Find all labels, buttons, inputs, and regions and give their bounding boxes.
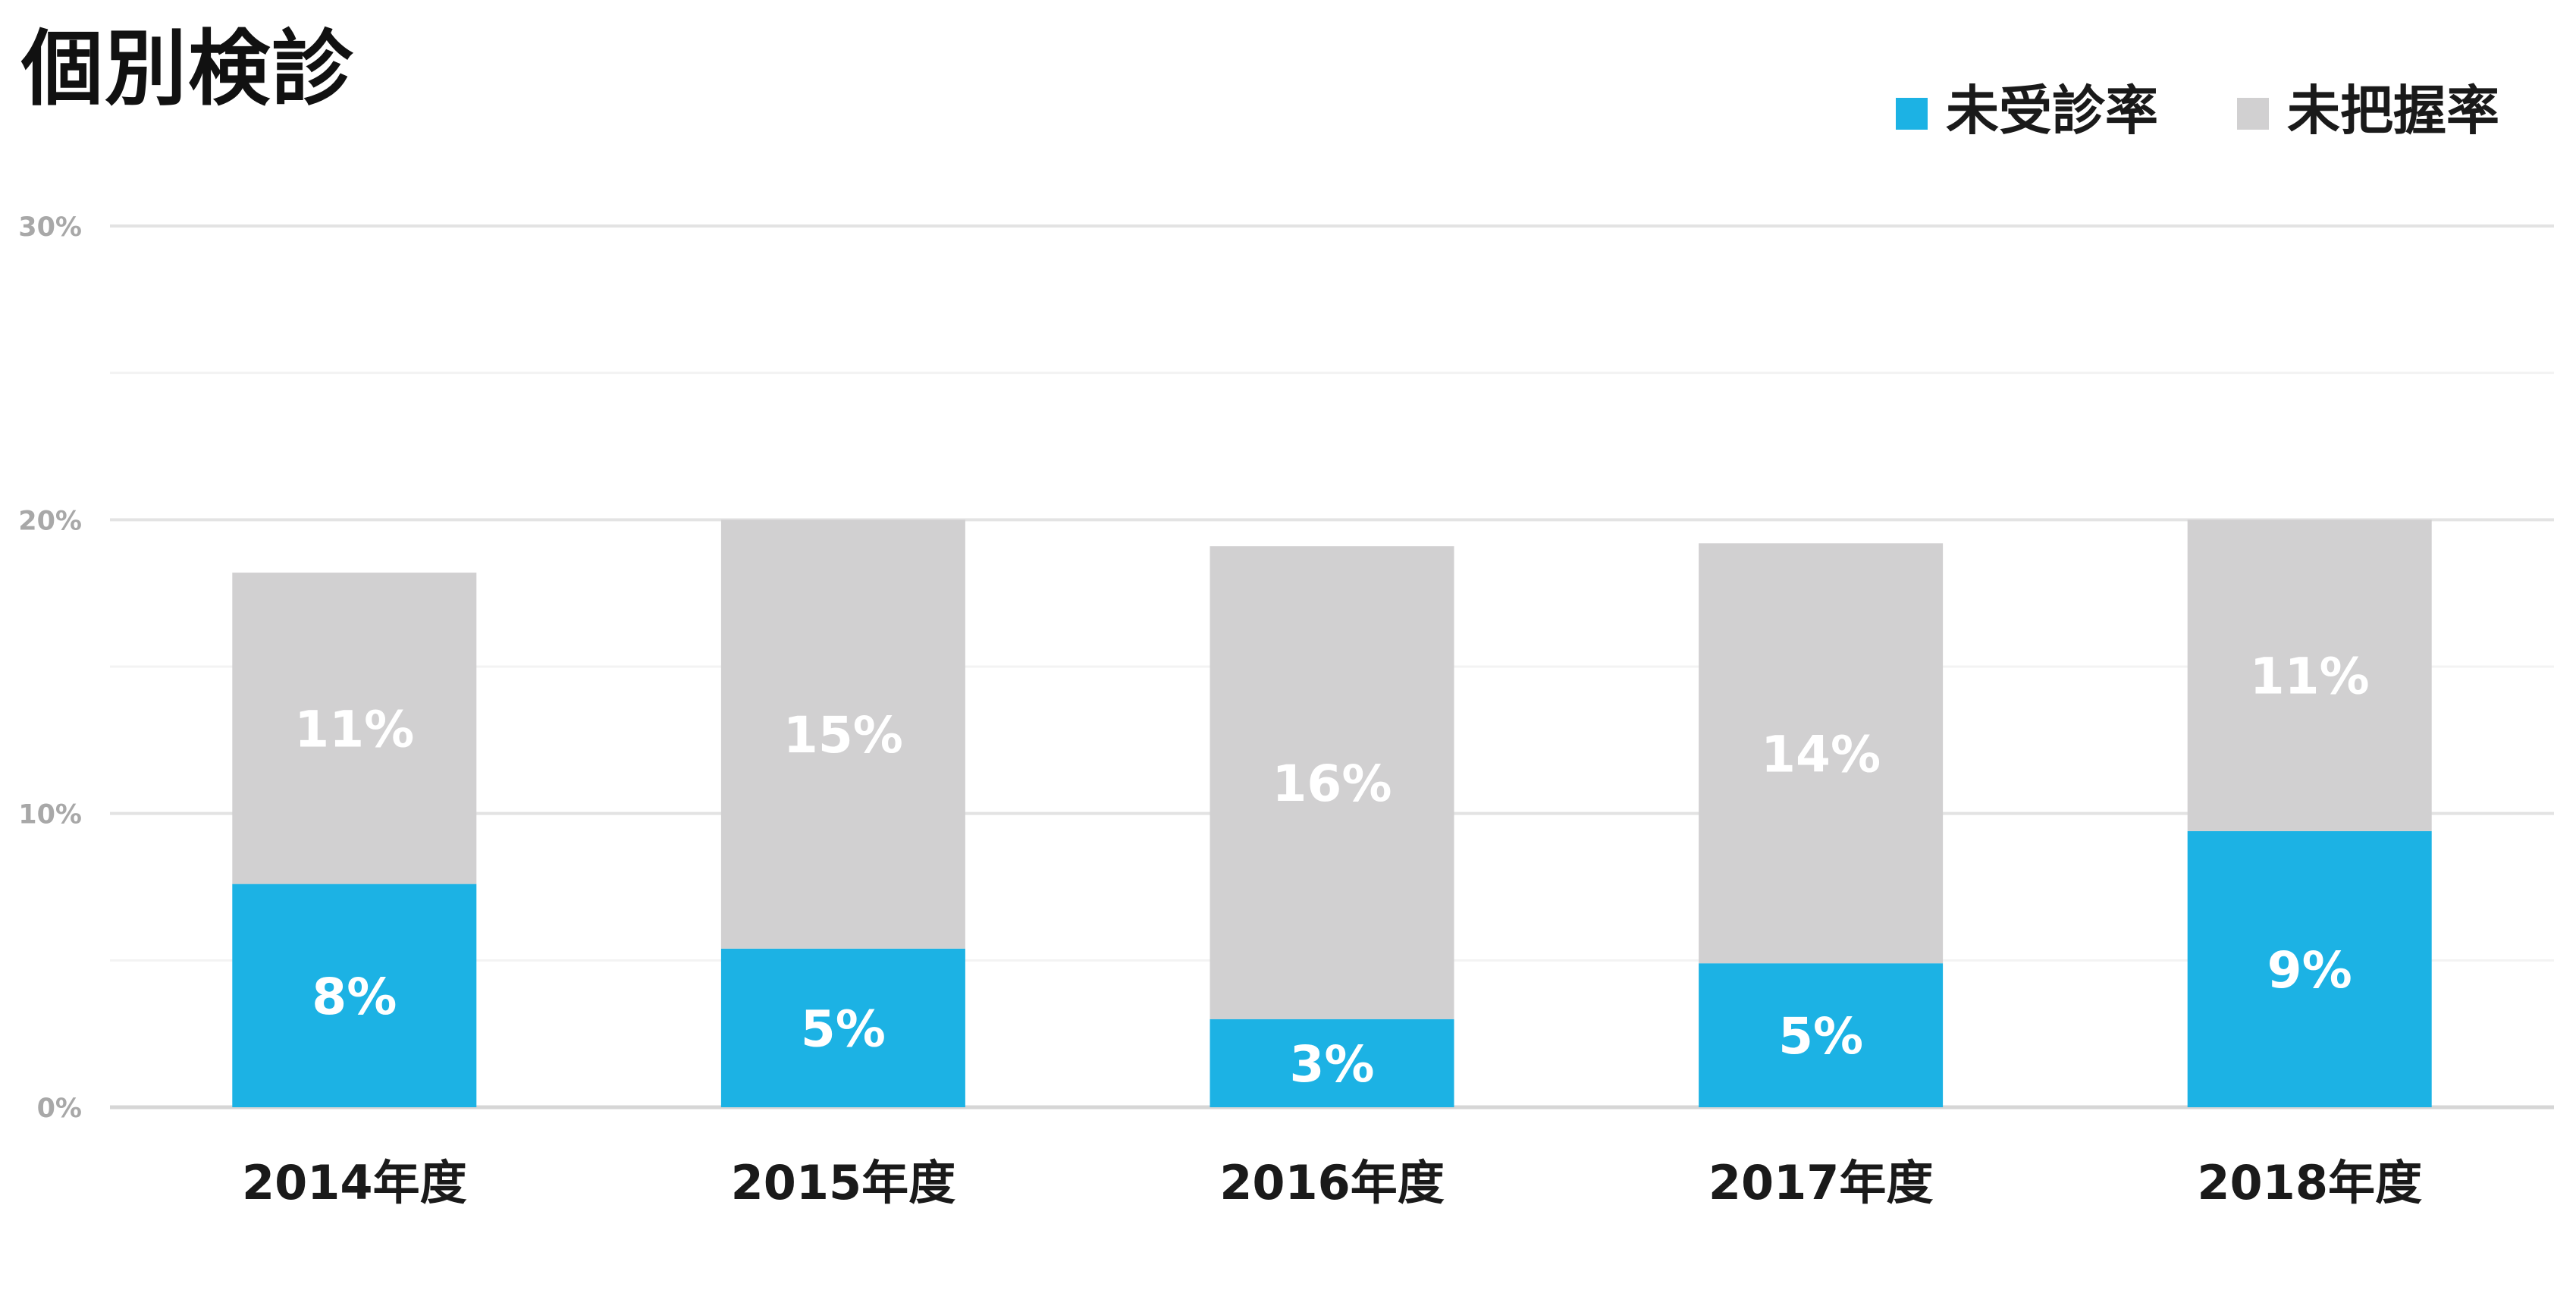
- x-tick-label: 2015年度: [731, 1155, 956, 1210]
- x-tick-label: 2017年度: [1708, 1155, 1934, 1210]
- y-tick-label: 0%: [37, 1094, 82, 1124]
- bar-segment: [720, 948, 965, 1107]
- bar-segment: [2187, 519, 2432, 831]
- legend: 未受診率 未把握率: [1896, 80, 2499, 142]
- bar-data-label: 11%: [294, 700, 414, 758]
- bar-segment: [1699, 963, 1944, 1107]
- bar-data-label: 9%: [2267, 941, 2352, 1000]
- bar-segment: [232, 884, 477, 1107]
- x-axis-ticks: 2014年度 2015年度 2016年度 2017年度 2018年度: [242, 1155, 2422, 1210]
- bar-data-label: 5%: [801, 1000, 886, 1058]
- bar-segment: [2187, 830, 2432, 1107]
- y-tick-label: 30%: [18, 212, 82, 243]
- bar-data-label: 5%: [1778, 1007, 1863, 1066]
- legend-swatch: [2237, 98, 2269, 130]
- data-labels: 8% 11% 5% 15% 3% 16% 5% 14% 9% 11%: [294, 648, 2369, 1094]
- bar-segment: [1699, 543, 1944, 964]
- bars: [232, 519, 2432, 1107]
- y-axis-ticks: 0% 10% 20% 30%: [18, 212, 82, 1124]
- bar-data-label: 11%: [2250, 648, 2370, 706]
- bar-segment: [1210, 546, 1454, 1019]
- bar-data-label: 16%: [1272, 755, 1392, 813]
- x-tick-label: 2014年度: [242, 1155, 467, 1210]
- x-tick-label: 2018年度: [2197, 1155, 2422, 1210]
- bar-segment: [720, 519, 965, 949]
- legend-label: 未受診率: [1946, 80, 2158, 142]
- bar-data-label: 8%: [312, 968, 397, 1026]
- y-tick-label: 20%: [18, 506, 82, 536]
- legend-swatch: [1896, 98, 1928, 130]
- bar-segment: [232, 573, 477, 884]
- legend-label: 未把握率: [2287, 80, 2499, 142]
- chart-title: 個別検診: [21, 22, 356, 117]
- y-tick-label: 10%: [18, 800, 82, 830]
- x-tick-label: 2016年度: [1219, 1155, 1445, 1210]
- bar-data-label: 14%: [1761, 725, 1881, 783]
- bar-data-label: 3%: [1289, 1035, 1374, 1094]
- bar-segment: [1210, 1019, 1454, 1107]
- bar-data-label: 15%: [783, 706, 903, 764]
